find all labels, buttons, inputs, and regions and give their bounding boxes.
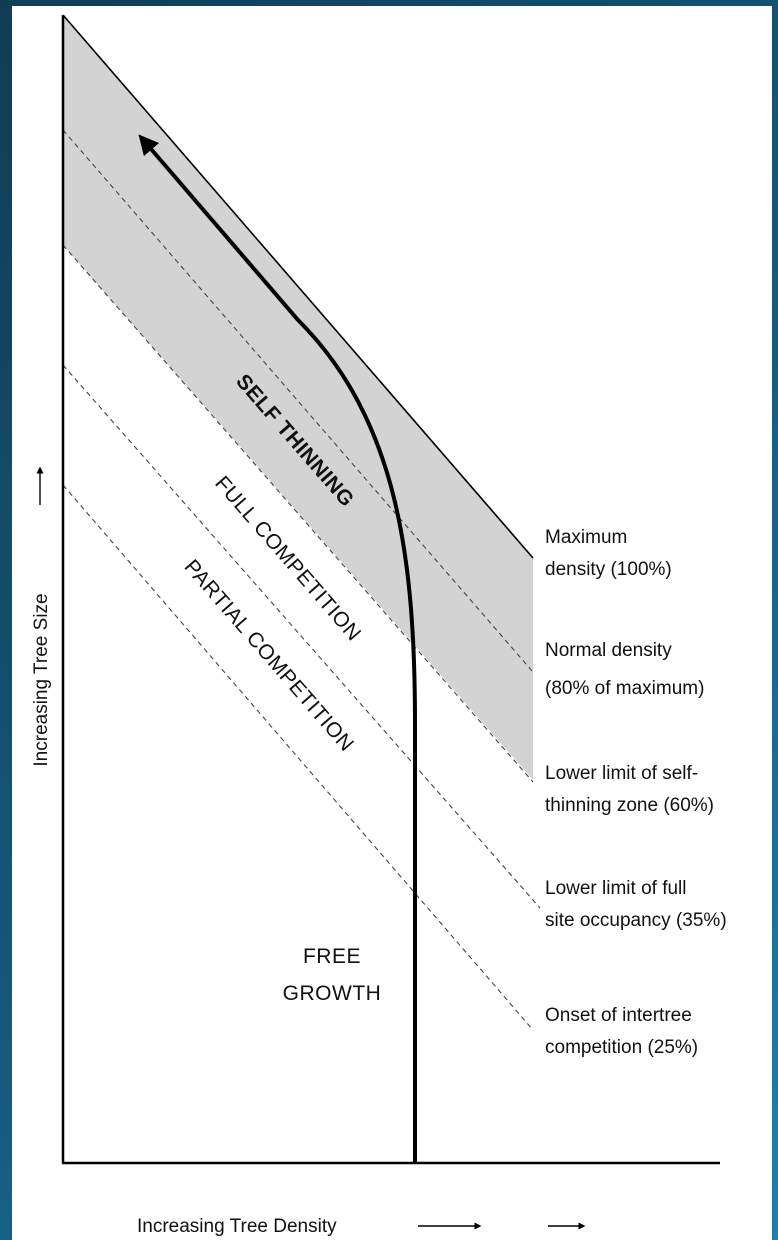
self-thinning-band bbox=[63, 15, 533, 780]
onset-competition-line bbox=[62, 484, 534, 1031]
line-label: Lower limit of full bbox=[545, 878, 687, 899]
growth-trajectory bbox=[138, 134, 417, 1163]
line-label: Normal density bbox=[545, 640, 672, 661]
line-label: Lower limit of self- bbox=[545, 763, 698, 784]
line-label: density (100%) bbox=[545, 559, 672, 580]
line-label: competition (25%) bbox=[545, 1037, 698, 1058]
line-label: site occupancy (35%) bbox=[545, 910, 727, 931]
normal-density-line bbox=[62, 129, 534, 673]
line-label: Onset of intertree bbox=[545, 1005, 692, 1026]
max-density-line bbox=[62, 14, 534, 559]
full-occupancy-line bbox=[62, 364, 541, 909]
self-thinning-limit-line bbox=[62, 244, 534, 783]
y-axis-label: Increasing Tree Size bbox=[31, 593, 52, 766]
zone-label: GROWTH bbox=[283, 982, 382, 1005]
x-axis-label: Increasing Tree Density bbox=[137, 1216, 337, 1237]
zone-label: FREE bbox=[303, 945, 361, 968]
line-label: (80% of maximum) bbox=[545, 678, 704, 699]
line-label: Maximum bbox=[545, 527, 627, 548]
line-label: thinning zone (60%) bbox=[545, 795, 714, 816]
